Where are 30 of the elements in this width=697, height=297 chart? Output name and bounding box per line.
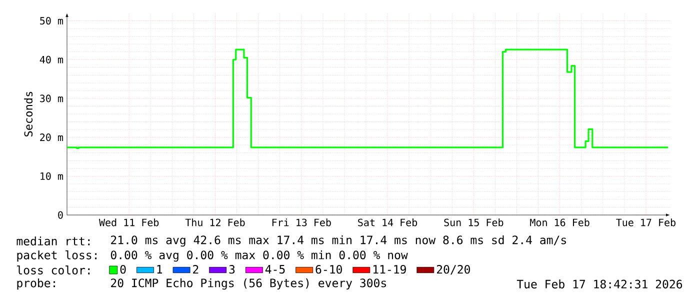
legend-label: 3: [229, 264, 235, 274]
text: Tue Feb 17 18:42:31 2026: [516, 280, 682, 288]
y-tick-label: 40 m: [40, 56, 64, 64]
x-tick-label: Sun 15 Feb: [444, 218, 504, 226]
x-tick-label: Fri 13 Feb: [272, 218, 331, 226]
legend-label: 1: [157, 265, 162, 274]
legend-label: 0: [120, 264, 126, 274]
x-tick-label: Mon 16 Feb: [530, 218, 590, 226]
legend-label: 2: [193, 264, 198, 274]
text: packet loss:: [17, 250, 97, 262]
text: 20 ICMP Echo Pings (56 Bytes) every 300s: [111, 278, 386, 290]
legend-title: loss color:: [17, 266, 90, 274]
y-tick-label: 50 m: [40, 16, 64, 25]
x-tick-label: Tue 17 Feb: [616, 218, 676, 226]
legend-label: 4-5: [265, 265, 285, 274]
text: probe:: [17, 278, 55, 290]
y-tick-label: 30 m: [40, 94, 64, 102]
legend-label: 20/20: [436, 264, 470, 275]
text: median rtt:: [16, 236, 90, 246]
y-tick-label: 20 m: [40, 134, 64, 142]
legend-label: 11-19: [373, 264, 406, 274]
text: 21.0 ms avg 42.6 ms max 17.4 ms min 17.4 ms now 8.6 ms sd 2.4 am/s: [111, 235, 566, 247]
y-tick-label: 0: [58, 211, 63, 219]
x-tick-label: Sat 14 Feb: [358, 218, 418, 226]
legend-label: 6-10: [316, 264, 342, 274]
x-tick-label: Wed 11 Feb: [98, 218, 159, 226]
text: 0.00 % avg 0.00 % max 0.00 % min 0.00 % now: [110, 250, 408, 262]
y-axis-title: Seconds: [24, 92, 33, 136]
y-tick-label: 10 m: [40, 172, 64, 180]
x-tick-label: Thu 12 Feb: [185, 218, 245, 226]
